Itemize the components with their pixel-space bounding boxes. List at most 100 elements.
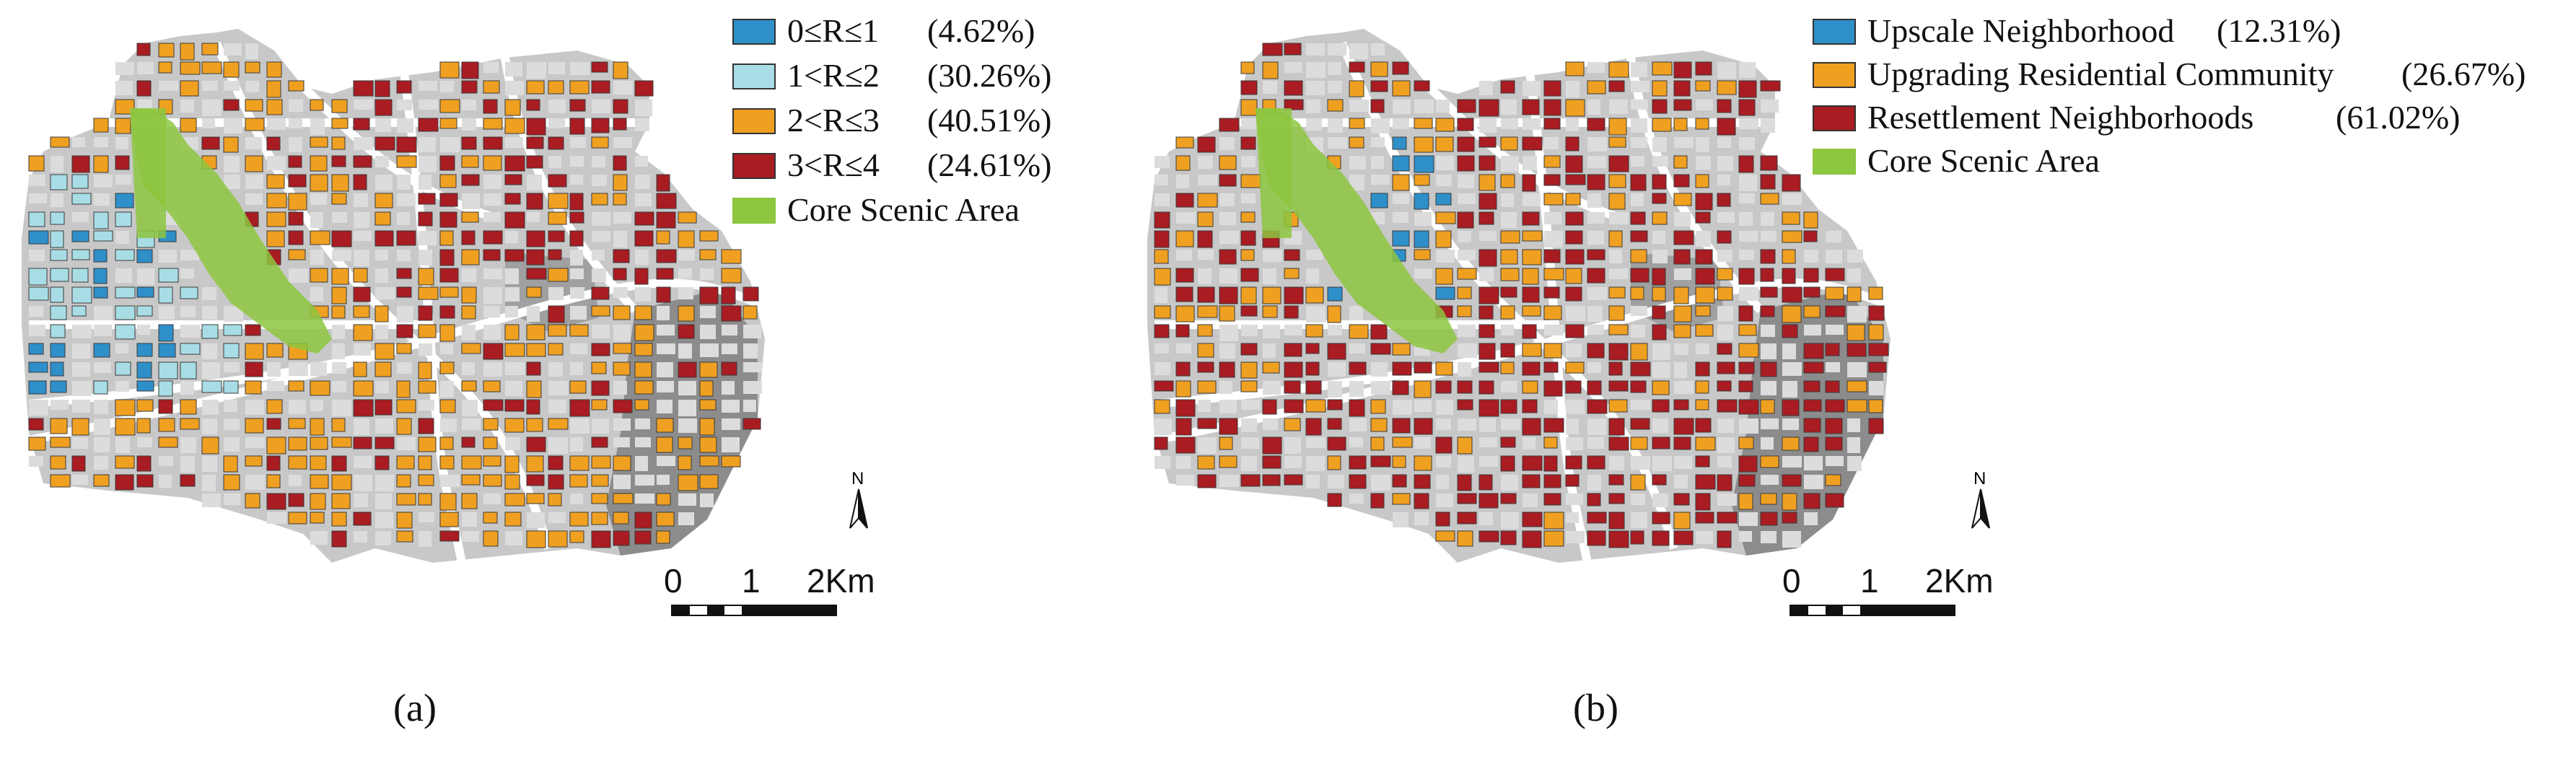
parcel-420 bbox=[1543, 343, 1562, 359]
parcel-285 bbox=[1219, 268, 1237, 284]
parcel-478 bbox=[1328, 381, 1342, 398]
parcel-424 bbox=[504, 343, 525, 357]
parcel-487 bbox=[1522, 380, 1538, 394]
parcel-597 bbox=[1695, 436, 1716, 451]
parcel-675 bbox=[331, 493, 351, 509]
parcel-453 bbox=[1522, 361, 1541, 376]
parcel-533 bbox=[657, 400, 673, 413]
parcel-428 bbox=[591, 343, 610, 356]
parcel-563 bbox=[570, 418, 590, 434]
parcel-683 bbox=[1631, 493, 1645, 505]
parcel-112 bbox=[1587, 137, 1607, 152]
parcel-195 bbox=[1760, 193, 1779, 205]
parcel-93 bbox=[613, 118, 627, 131]
parcel-529 bbox=[569, 399, 590, 417]
parcel-693 bbox=[1393, 512, 1409, 527]
parcel-313 bbox=[1197, 286, 1215, 303]
parcel-601 bbox=[1782, 436, 1800, 451]
parcel-362 bbox=[1673, 305, 1692, 323]
core-scenic-polygon bbox=[1256, 108, 1458, 354]
parcel-11 bbox=[1349, 61, 1365, 73]
parcel-96 bbox=[72, 137, 85, 147]
parcel-110 bbox=[419, 137, 436, 152]
parcel-557 bbox=[440, 418, 457, 432]
parcel-237 bbox=[1522, 230, 1543, 242]
parcel-513 bbox=[224, 400, 237, 412]
parcel-537 bbox=[743, 400, 756, 412]
parcel-324 bbox=[1522, 286, 1540, 303]
parcel-340 bbox=[1868, 286, 1883, 300]
parcel-100 bbox=[1328, 137, 1347, 149]
parcel-401 bbox=[722, 325, 737, 335]
parcel-78 bbox=[1414, 118, 1433, 129]
parcel-484 bbox=[332, 381, 346, 392]
parcel-411 bbox=[1327, 343, 1346, 360]
parcel-679 bbox=[418, 493, 432, 506]
parcel-405 bbox=[1197, 343, 1214, 358]
legend-swatch bbox=[732, 153, 776, 179]
parcel-68 bbox=[592, 100, 610, 113]
parcel-24 bbox=[136, 80, 152, 97]
parcel-622 bbox=[396, 455, 415, 470]
parcel-31 bbox=[288, 80, 305, 92]
parcel-354 bbox=[1500, 305, 1515, 320]
parcel-416 bbox=[332, 343, 345, 359]
parcel-365 bbox=[613, 305, 631, 320]
parcel-702 bbox=[462, 512, 477, 527]
parcel-492 bbox=[1630, 380, 1647, 393]
parcel-610 bbox=[136, 455, 152, 472]
parcel-385 bbox=[375, 325, 388, 339]
parcel-67 bbox=[569, 99, 586, 112]
parcel-547 bbox=[1349, 418, 1367, 431]
parcel-178 bbox=[266, 193, 287, 209]
parcel-162 bbox=[461, 174, 480, 186]
parcel-34 bbox=[1523, 81, 1541, 96]
parcel-162 bbox=[1587, 174, 1605, 190]
parcel-109 bbox=[1522, 136, 1543, 151]
parcel-468 bbox=[1847, 362, 1867, 377]
parcel-312 bbox=[50, 286, 64, 303]
parcel-48 bbox=[1284, 99, 1304, 110]
parcel-182 bbox=[1478, 193, 1497, 210]
parcel-65 bbox=[1652, 99, 1668, 114]
parcel-69 bbox=[613, 99, 628, 114]
parcel-88 bbox=[504, 118, 525, 134]
parcel-177 bbox=[245, 193, 263, 205]
parcel-287 bbox=[1263, 268, 1276, 284]
parcel-571 bbox=[1868, 418, 1884, 434]
parcel-288 bbox=[1284, 268, 1300, 279]
parcel-591 bbox=[439, 436, 454, 450]
parcel-316 bbox=[1262, 286, 1282, 304]
parcel-592 bbox=[461, 436, 476, 448]
parcel-558 bbox=[1587, 418, 1606, 435]
parcel-693 bbox=[267, 512, 286, 524]
parcel-356 bbox=[1543, 305, 1562, 320]
parcel-100 bbox=[201, 136, 220, 150]
parcel-519 bbox=[1478, 399, 1499, 417]
legend-label: Upgrading Residential Community bbox=[1867, 56, 2334, 92]
parcel-395 bbox=[1717, 325, 1733, 341]
parcel-444 bbox=[1328, 362, 1346, 377]
parcel-108 bbox=[1500, 136, 1518, 151]
parcel-409 bbox=[1284, 343, 1302, 357]
parcel-281 bbox=[1847, 250, 1863, 263]
parcel-391 bbox=[1631, 325, 1645, 338]
parcel-583 bbox=[1392, 436, 1413, 448]
scale-ruler bbox=[671, 605, 837, 616]
parcel-469 bbox=[743, 362, 762, 372]
parcel-81 bbox=[353, 118, 370, 131]
parcel-77 bbox=[267, 118, 286, 130]
parcel-536 bbox=[722, 400, 740, 413]
parcel-352 bbox=[331, 305, 346, 319]
parcel-247 bbox=[1739, 231, 1758, 242]
parcel-295 bbox=[396, 268, 412, 279]
parcel-45 bbox=[1760, 80, 1781, 92]
parcel-145 bbox=[1760, 155, 1778, 171]
parcel-718 bbox=[1543, 530, 1564, 547]
parcel-158 bbox=[1500, 174, 1515, 188]
parcel-114 bbox=[505, 137, 523, 148]
parcel-306 bbox=[1760, 268, 1774, 282]
parcel-8 bbox=[1284, 62, 1302, 73]
parcel-326 bbox=[1565, 286, 1582, 302]
parcel-348 bbox=[1306, 306, 1326, 323]
